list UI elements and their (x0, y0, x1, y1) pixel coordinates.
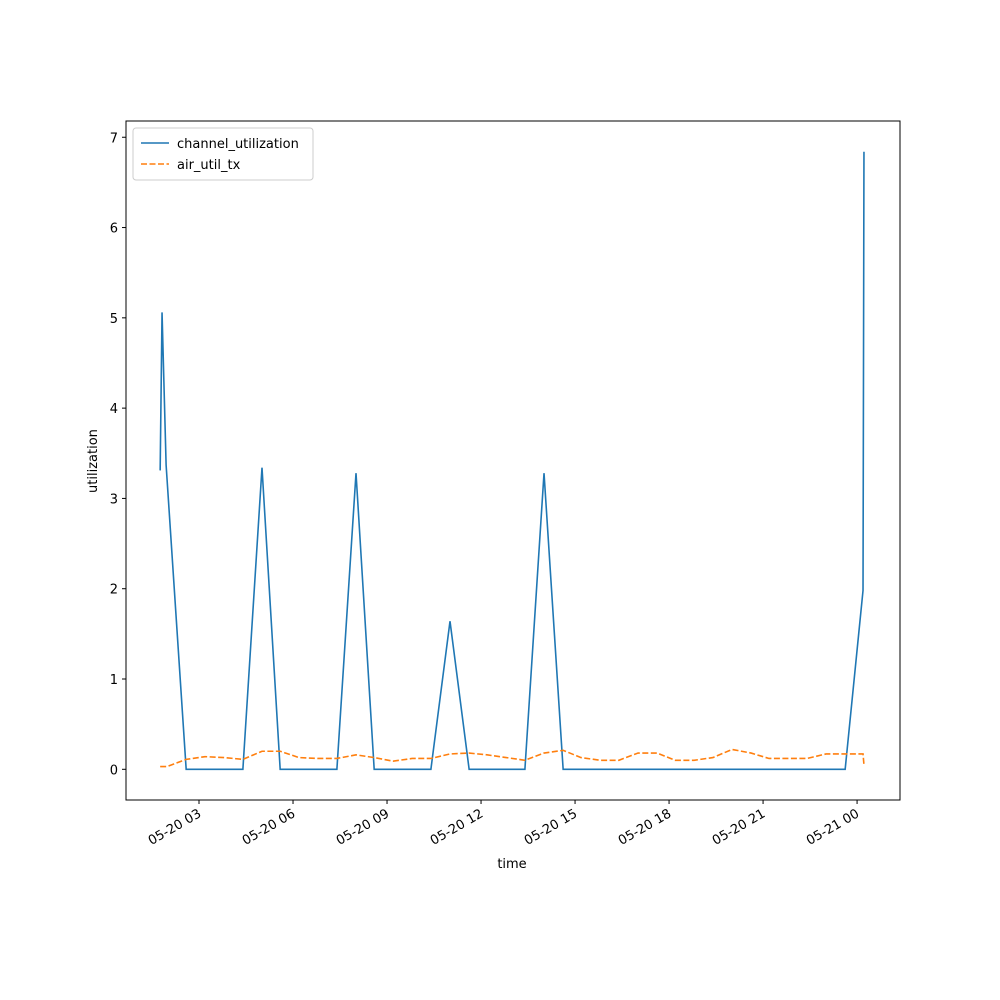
legend-label: channel_utilization (177, 137, 299, 152)
y-tick-label: 5 (110, 312, 118, 327)
x-tick-label: 05-20 06 (240, 806, 298, 848)
x-tick-label: 05-21 00 (804, 806, 862, 848)
x-axis-label: time (497, 857, 526, 872)
y-tick-label: 3 (110, 492, 118, 507)
y-tick-label: 0 (110, 763, 118, 778)
legend-frame (132, 127, 314, 181)
y-tick-label: 2 (110, 583, 118, 598)
x-tick-label: 05-20 12 (428, 806, 486, 848)
y-tick-label: 1 (110, 673, 118, 688)
x-tick-label: 05-20 15 (522, 806, 580, 848)
x-tick-label: 05-20 18 (616, 806, 674, 848)
y-axis-label: utilization (86, 429, 101, 493)
series-line (159, 151, 865, 771)
y-tick-label: 7 (110, 131, 118, 146)
y-tick-label: 4 (110, 402, 118, 417)
x-tick-label: 05-20 21 (710, 806, 768, 848)
legend: channel_utilization air_util_tx (132, 127, 314, 181)
series-line (160, 748, 865, 768)
x-tick-label: 05-20 03 (146, 806, 204, 848)
legend-label: air_util_tx (177, 158, 241, 173)
plot-frame (125, 120, 901, 801)
y-tick-label: 6 (110, 222, 118, 237)
x-tick-label: 05-20 09 (334, 806, 392, 848)
